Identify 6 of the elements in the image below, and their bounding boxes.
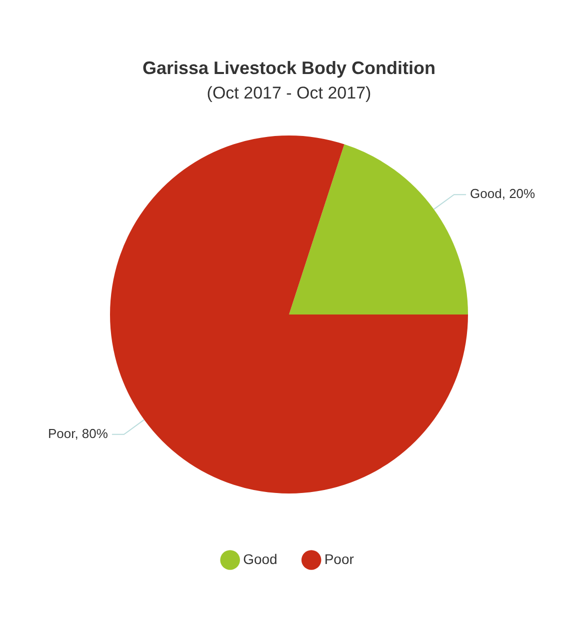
legend-label: Poor [324,550,354,567]
chart-subtitle: (Oct 2017 - Oct 2017) [206,83,372,102]
data-label: Good, 20% [470,186,536,202]
legend-label: Good [243,550,278,567]
chart-title: Garissa Livestock Body Condition [142,58,436,78]
data-label: Poor, 80% [48,426,108,441]
